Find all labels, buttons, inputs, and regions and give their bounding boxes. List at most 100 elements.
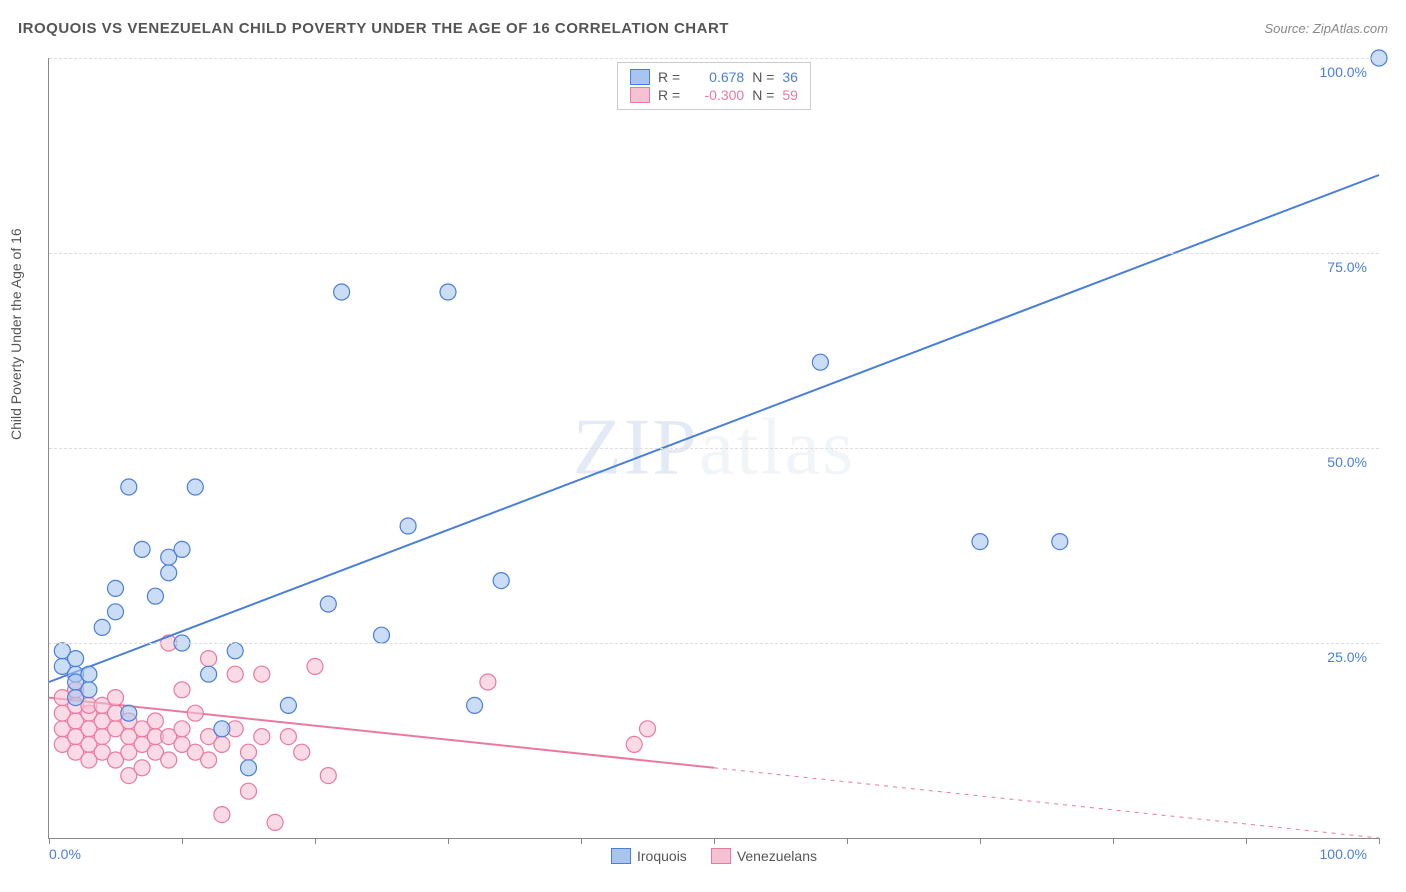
x-tick	[315, 838, 316, 844]
y-axis-label: Child Poverty Under the Age of 16	[8, 228, 24, 440]
data-point-iroquois	[108, 580, 124, 596]
data-point-venezuelans	[241, 744, 257, 760]
legend-label-venezuelans: Venezuelans	[737, 848, 817, 864]
data-point-iroquois	[280, 697, 296, 713]
data-point-venezuelans	[227, 666, 243, 682]
legend-item-iroquois: Iroquois	[611, 848, 687, 864]
x-tick	[980, 838, 981, 844]
y-tick-label: 50.0%	[1327, 454, 1367, 470]
data-point-venezuelans	[201, 651, 217, 667]
data-point-iroquois	[812, 354, 828, 370]
source-name: ZipAtlas.com	[1313, 21, 1388, 36]
data-point-venezuelans	[108, 690, 124, 706]
y-tick-label: 25.0%	[1327, 649, 1367, 665]
data-point-iroquois	[201, 666, 217, 682]
x-tick	[1113, 838, 1114, 844]
gridline	[49, 253, 1379, 254]
data-point-iroquois	[187, 479, 203, 495]
data-point-venezuelans	[134, 760, 150, 776]
r-label: R =	[658, 87, 680, 103]
data-point-iroquois	[467, 697, 483, 713]
n-value-iroquois: 36	[782, 69, 798, 85]
data-point-venezuelans	[241, 783, 257, 799]
data-point-iroquois	[320, 596, 336, 612]
data-point-iroquois	[400, 518, 416, 534]
n-label: N =	[752, 87, 774, 103]
x-tick	[1379, 838, 1380, 844]
data-point-venezuelans	[174, 721, 190, 737]
x-tick	[1246, 838, 1247, 844]
data-point-iroquois	[1052, 534, 1068, 550]
stats-legend-box: R = 0.678 N = 36 R = -0.300 N = 59	[617, 62, 811, 110]
data-point-iroquois	[108, 604, 124, 620]
r-value-venezuelans: -0.300	[688, 87, 744, 103]
r-label: R =	[658, 69, 680, 85]
data-point-iroquois	[374, 627, 390, 643]
gridline	[49, 58, 1379, 59]
data-point-venezuelans	[187, 705, 203, 721]
source-attribution: Source: ZipAtlas.com	[1264, 21, 1388, 36]
y-tick-label: 100.0%	[1320, 64, 1367, 80]
data-point-iroquois	[241, 760, 257, 776]
n-value-venezuelans: 59	[782, 87, 798, 103]
swatch-venezuelans	[630, 87, 650, 103]
x-tick	[847, 838, 848, 844]
data-point-venezuelans	[640, 721, 656, 737]
data-point-iroquois	[227, 643, 243, 659]
data-point-iroquois	[174, 541, 190, 557]
data-point-venezuelans	[307, 658, 323, 674]
data-point-iroquois	[81, 682, 97, 698]
swatch-iroquois	[611, 848, 631, 864]
data-point-venezuelans	[254, 729, 270, 745]
chart-plot-area: ZIPatlas R = 0.678 N = 36 R = -0.300 N =…	[48, 58, 1379, 839]
x-axis-label-min: 0.0%	[49, 846, 81, 862]
data-point-venezuelans	[294, 744, 310, 760]
trend-line-iroquois	[49, 175, 1379, 682]
n-label: N =	[752, 69, 774, 85]
data-point-iroquois	[161, 565, 177, 581]
data-point-venezuelans	[280, 729, 296, 745]
data-point-iroquois	[493, 573, 509, 589]
legend-item-venezuelans: Venezuelans	[711, 848, 817, 864]
data-point-iroquois	[440, 284, 456, 300]
source-prefix: Source:	[1264, 21, 1312, 36]
data-point-iroquois	[147, 588, 163, 604]
x-tick	[448, 838, 449, 844]
data-point-iroquois	[134, 541, 150, 557]
stats-row-iroquois: R = 0.678 N = 36	[630, 69, 798, 85]
x-tick	[714, 838, 715, 844]
data-point-venezuelans	[174, 682, 190, 698]
data-point-venezuelans	[480, 674, 496, 690]
data-point-venezuelans	[320, 768, 336, 784]
chart-title: IROQUOIS VS VENEZUELAN CHILD POVERTY UND…	[18, 20, 729, 37]
gridline	[49, 448, 1379, 449]
swatch-venezuelans	[711, 848, 731, 864]
data-point-venezuelans	[214, 736, 230, 752]
chart-header: IROQUOIS VS VENEZUELAN CHILD POVERTY UND…	[18, 20, 1388, 37]
data-point-iroquois	[121, 479, 137, 495]
x-tick	[581, 838, 582, 844]
data-point-iroquois	[68, 651, 84, 667]
data-point-iroquois	[972, 534, 988, 550]
legend-label-iroquois: Iroquois	[637, 848, 687, 864]
data-point-iroquois	[94, 619, 110, 635]
bottom-legend: Iroquois Venezuelans	[611, 848, 817, 864]
data-point-venezuelans	[626, 736, 642, 752]
gridline	[49, 643, 1379, 644]
data-point-iroquois	[214, 721, 230, 737]
x-tick	[49, 838, 50, 844]
r-value-iroquois: 0.678	[688, 69, 744, 85]
trend-line-venezuelans-dashed	[714, 768, 1379, 838]
data-point-iroquois	[121, 705, 137, 721]
data-point-venezuelans	[161, 752, 177, 768]
data-point-iroquois	[334, 284, 350, 300]
data-point-venezuelans	[254, 666, 270, 682]
data-point-venezuelans	[267, 814, 283, 830]
data-point-venezuelans	[214, 807, 230, 823]
stats-row-venezuelans: R = -0.300 N = 59	[630, 87, 798, 103]
data-point-iroquois	[81, 666, 97, 682]
x-tick	[182, 838, 183, 844]
swatch-iroquois	[630, 69, 650, 85]
data-point-venezuelans	[147, 713, 163, 729]
data-point-venezuelans	[201, 752, 217, 768]
